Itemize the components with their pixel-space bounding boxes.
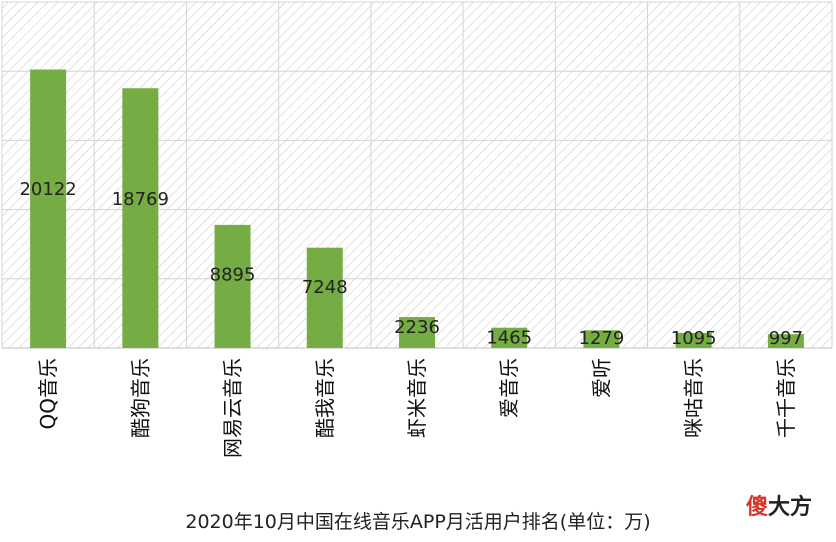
- bar: [306, 247, 343, 348]
- data-label: 20122: [19, 179, 76, 200]
- bars-group: [30, 69, 804, 349]
- category-label: 千千音乐: [774, 358, 798, 438]
- bar: [122, 88, 159, 349]
- bar: [583, 330, 620, 348]
- watermark-part1: 傻: [746, 495, 768, 520]
- category-label: 爱音乐: [497, 358, 521, 418]
- bar: [30, 69, 67, 348]
- chart-title: 2020年10月中国在线音乐APP月活用户排名(单位：万): [185, 511, 650, 533]
- bar: [491, 327, 528, 348]
- data-label: 18769: [112, 189, 169, 210]
- category-labels-group: QQ音乐 酷狗音乐 网易云音乐 酷我音乐 虾米音乐 爱音乐 爱听 咪咕音乐 千千音乐: [36, 358, 798, 458]
- category-label: 酷我音乐: [313, 358, 337, 438]
- watermark: 傻大方: [746, 494, 812, 520]
- data-label: 1465: [486, 328, 532, 349]
- bar: [399, 317, 435, 348]
- data-label: 7248: [302, 277, 348, 298]
- category-label: 网易云音乐: [221, 358, 245, 458]
- category-label: 虾米音乐: [405, 358, 429, 438]
- category-label: 咪咕音乐: [682, 358, 706, 438]
- category-label: QQ音乐: [36, 358, 60, 429]
- data-label: 1279: [579, 328, 625, 349]
- data-label: 1095: [671, 328, 717, 349]
- watermark-part2: 大方: [768, 494, 812, 520]
- bar: [767, 334, 804, 348]
- data-label: 8895: [210, 264, 256, 285]
- bar: [675, 332, 712, 348]
- category-label: 爱听: [589, 358, 613, 398]
- data-label: 997: [769, 328, 803, 349]
- bar: [214, 224, 251, 348]
- data-labels-group: 20122 18769 8895 7248 2236 1465 1279 1095 997: [19, 179, 803, 349]
- data-label: 2236: [394, 317, 440, 338]
- category-label: 酷狗音乐: [128, 358, 152, 438]
